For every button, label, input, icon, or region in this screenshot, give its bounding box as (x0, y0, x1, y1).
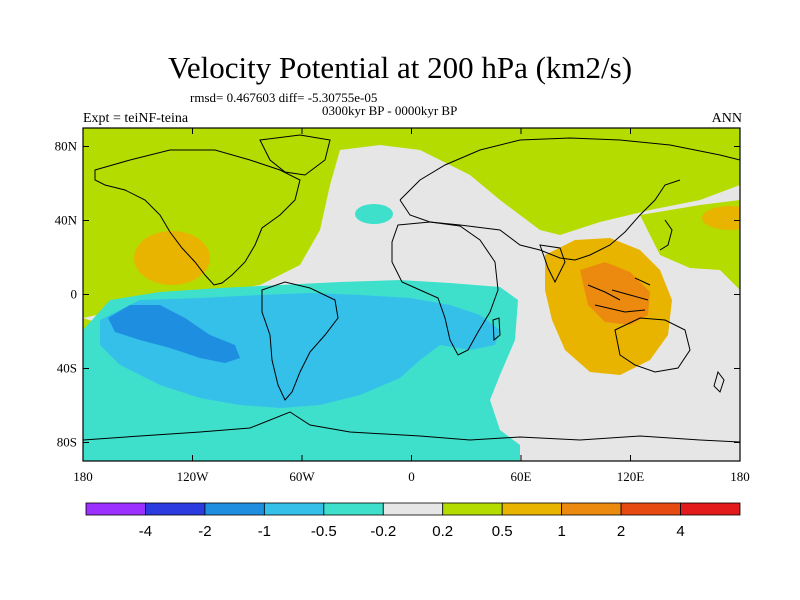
x-tick-label: 60E (511, 469, 532, 484)
region-ne-pacific-max (134, 231, 210, 285)
colorbar-swatch (85, 502, 146, 516)
coast-greenland (259, 134, 331, 176)
colorbar-swatch (145, 502, 206, 516)
colorbar-swatch (680, 502, 741, 516)
coast-africa (391, 221, 499, 356)
y-tick-label: 40S (57, 361, 77, 376)
coast-australia (614, 317, 691, 373)
contour-fill-layer (83, 128, 740, 461)
colorbar-label: -1 (258, 523, 271, 540)
stats-line: rmsd= 0.467603 diff= -5.30755e-05 (190, 90, 378, 105)
colorbar-label: 2 (617, 523, 625, 540)
region-natl-blob (355, 204, 393, 224)
colorbar-label: 0.5 (492, 523, 513, 540)
coast-madagascar (492, 317, 501, 342)
region-indopac-green (540, 240, 680, 380)
colorbar-label: 4 (676, 523, 684, 540)
colorbar-label: -2 (198, 523, 211, 540)
experiment-label: Expt = teiNF-teina (83, 111, 189, 126)
colorbar-label: -0.2 (370, 523, 396, 540)
coastline-layer (83, 134, 740, 443)
colorbar-swatch (442, 502, 503, 516)
colorbar-swatch (501, 502, 563, 516)
colorbar-label: -0.5 (311, 523, 337, 540)
colorbar: -4 -2 -1 -0.5 -0.2 0.2 0.5 1 2 4 (85, 502, 741, 540)
x-axis: 180 120W 60W 0 60E 120E 180 (73, 128, 750, 484)
colorbar-swatch (561, 502, 622, 516)
x-tick-label: 0 (408, 469, 415, 484)
region-positive-north (83, 128, 740, 318)
x-tick-label: 60W (289, 469, 315, 484)
colorbar-swatch (204, 502, 265, 516)
colorbar-label: 1 (557, 523, 565, 540)
coast-south-america (261, 281, 339, 401)
x-tick-label: 120W (177, 469, 210, 484)
x-tick-label: 180 (73, 469, 93, 484)
coast-indonesia (587, 277, 651, 313)
colorbar-swatch (382, 502, 444, 516)
y-tick-label: 80N (55, 139, 78, 154)
region-se-pacific-min (108, 305, 240, 363)
coast-japan (659, 219, 673, 251)
coast-india (539, 244, 566, 284)
y-tick-label: 80S (57, 435, 77, 450)
chart-title: Velocity Potential at 200 hPa (km2/s) (167, 50, 633, 85)
region-nw-pacific-max (702, 206, 740, 230)
y-tick-label: 40N (55, 213, 78, 228)
colorbar-swatch (323, 502, 384, 516)
colorbar-swatch (620, 502, 681, 516)
region-maritime-core (580, 262, 650, 325)
x-tick-label: 180 (730, 469, 750, 484)
season-label: ANN (711, 111, 742, 126)
y-axis: 80N 40N 0 40S 80S (55, 139, 740, 450)
colorbar-label: 0.2 (432, 523, 453, 540)
coast-antarctica (83, 411, 740, 443)
x-tick-label: 120E (617, 469, 645, 484)
period-label: 0300kyr BP - 0000kyr BP (322, 103, 458, 118)
region-negative-tropical (100, 293, 500, 408)
coast-north-america (94, 149, 301, 286)
y-tick-label: 0 (71, 287, 78, 302)
colorbar-label: -4 (139, 523, 152, 540)
coast-new-zealand (713, 370, 725, 393)
colorbar-swatch (263, 502, 325, 516)
